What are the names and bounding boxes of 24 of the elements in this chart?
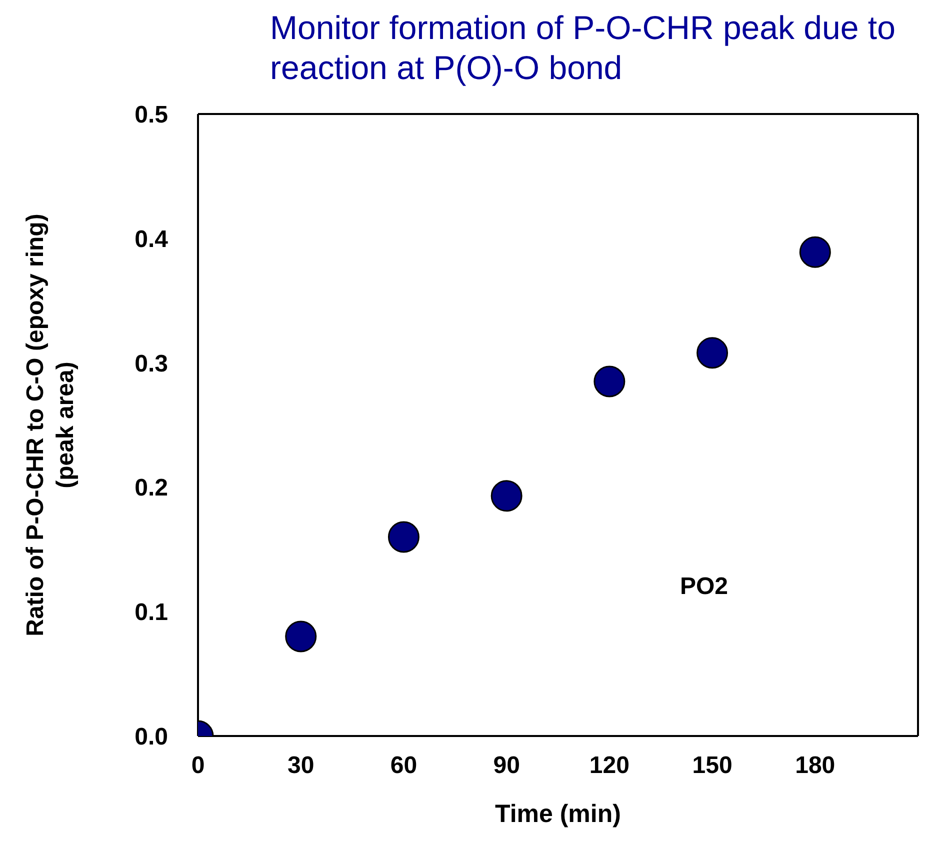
text: Ratio of P-O-CHR to C-O (epoxy ring): [22, 214, 49, 636]
x-tick-label: 150: [692, 752, 732, 780]
x-tick-label: 180: [795, 752, 836, 780]
x-tick-label: 90: [493, 752, 520, 780]
y-tick-label: 0.1: [134, 599, 168, 626]
text: PO2: [680, 573, 728, 601]
y-tick-label: 0.3: [134, 350, 168, 378]
point: [285, 620, 317, 652]
point: [594, 366, 626, 398]
y-tick-label: 0.4: [134, 226, 169, 253]
y-tick-label: 0.2: [134, 474, 168, 502]
x-tick-label: 120: [589, 752, 630, 780]
point: [799, 236, 831, 268]
point: [490, 480, 522, 512]
x-tick-label: 0: [191, 752, 205, 780]
point: [696, 337, 728, 369]
text: (peak area): [52, 362, 79, 488]
y-tick-label: 0.5: [134, 102, 168, 129]
x-tick-label: 30: [288, 752, 314, 780]
x-axis-title: Time (min): [495, 800, 621, 828]
point: [388, 521, 420, 553]
chart-title: Monitor formation of P-O-CHR peak due to reaction at P(O)-O bond: [270, 8, 896, 88]
x-tick-label: 60: [390, 752, 418, 780]
y-tick-label: 0.0: [134, 724, 168, 751]
